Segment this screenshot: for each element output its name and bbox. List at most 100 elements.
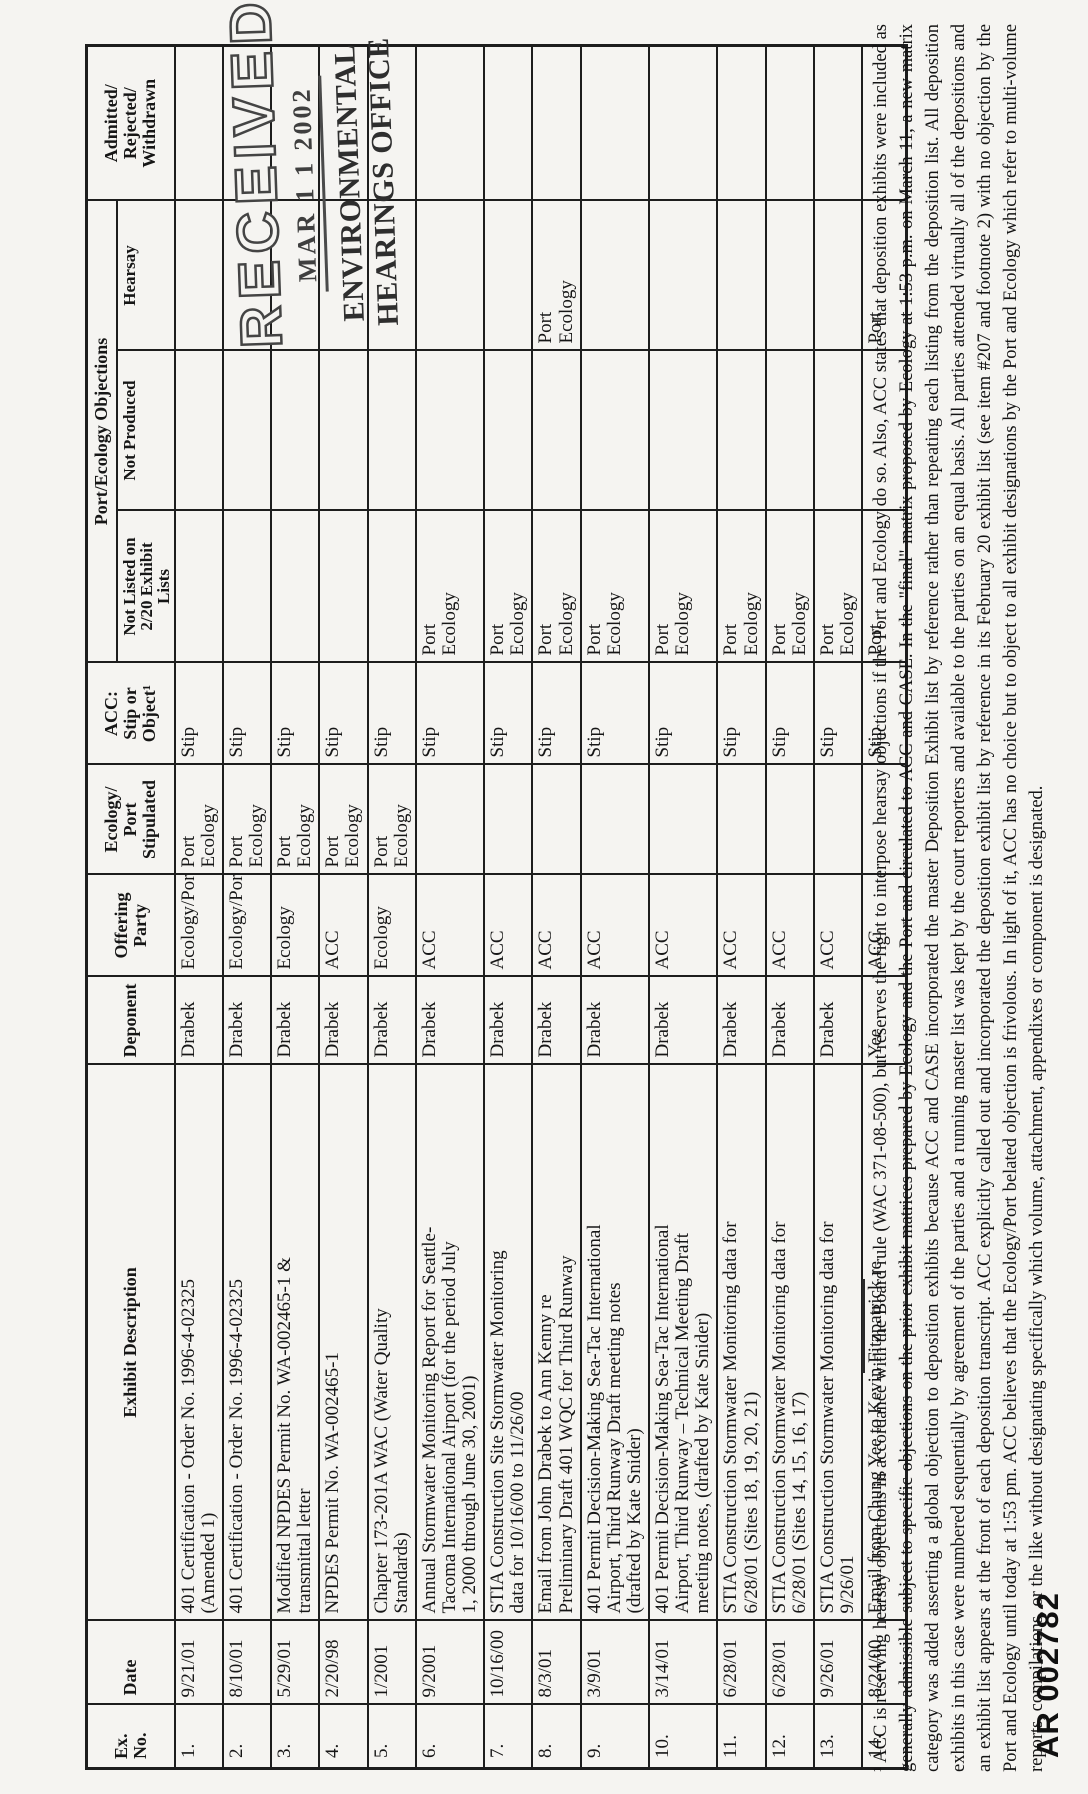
cell-not-produced	[174, 350, 223, 511]
cell-date: 3/9/01	[580, 1620, 649, 1705]
cell-not-listed	[271, 510, 320, 663]
cell-offering-party: ACC	[319, 874, 368, 977]
cell-stipulated	[532, 764, 581, 875]
cell-hearsay	[367, 200, 416, 351]
cell-not-produced	[813, 350, 863, 511]
cell-ex-no: 12.	[765, 1704, 814, 1769]
cell-stipulated: Port Ecology	[174, 764, 223, 875]
header-row: Ex. No. Date Exhibit Description Deponen…	[86, 45, 175, 1769]
cell-hearsay	[174, 200, 223, 351]
cell-deponent: Drabek	[415, 976, 485, 1065]
cell-date: 9/26/01	[813, 1620, 863, 1705]
cell-admitted	[222, 45, 271, 201]
cell-stipulated	[580, 764, 649, 875]
cell-acc: Stip	[319, 662, 368, 765]
footnote-text: ¹ ACC is reserving hearsay objections in…	[871, 24, 1047, 1772]
cell-ex-no: 8.	[532, 1704, 581, 1769]
cell-hearsay	[484, 200, 533, 351]
col-header-acc: ACC: Stip or Object¹	[86, 662, 175, 765]
cell-offering-party: ACC	[649, 874, 718, 977]
cell-admitted	[484, 45, 533, 201]
cell-hearsay	[765, 200, 814, 351]
col-header-not-listed: Not Listed on 2/20 Exhibit Lists	[116, 510, 175, 663]
cell-acc: Stip	[717, 662, 766, 765]
cell-hearsay	[813, 200, 863, 351]
cell-ex-no: 4.	[319, 1704, 368, 1769]
table-row: 11. 6/28/01 STIA Construction Stormwater M…	[717, 45, 766, 1769]
table-row: 9. 3/9/01 401 Permit Decision-Making Sea-T…	[580, 45, 649, 1769]
cell-acc: Stip	[271, 662, 320, 765]
cell-stipulated	[649, 764, 718, 875]
cell-offering-party: Ecology	[271, 874, 320, 977]
cell-admitted	[367, 45, 416, 201]
table-row: 2. 8/10/01 401 Certification - Order No. 1…	[222, 45, 271, 1769]
cell-deponent: Drabek	[484, 976, 533, 1065]
cell-not-listed	[222, 510, 271, 663]
cell-stipulated: Port Ecology	[367, 764, 416, 875]
cell-description: STIA Construction Stormwater Monitoring …	[765, 1064, 814, 1621]
cell-not-listed: Port Ecology	[532, 510, 581, 663]
cell-ex-no: 9.	[580, 1704, 649, 1769]
cell-not-produced	[649, 350, 718, 511]
col-header-admitted: Admitted/ Rejected/ Withdrawn	[86, 45, 175, 201]
cell-not-listed: Port Ecology	[765, 510, 814, 663]
cell-offering-party: Ecology	[367, 874, 416, 977]
cell-acc: Stip	[813, 662, 863, 765]
cell-description: NPDES Permit No. WA-002465-1	[319, 1064, 368, 1621]
cell-description: STIA Construction Stormwater Monitoring …	[813, 1064, 863, 1621]
cell-admitted	[580, 45, 649, 201]
cell-offering-party: ACC	[717, 874, 766, 977]
cell-hearsay	[415, 200, 485, 351]
cell-description: Modified NPDES Permit No. WA-002465-1 & …	[271, 1064, 320, 1621]
cell-not-produced	[580, 350, 649, 511]
cell-description: 401 Permit Decision-Making Sea-Tac Inter…	[649, 1064, 718, 1621]
cell-not-listed: Port Ecology	[813, 510, 863, 663]
cell-stipulated	[415, 764, 485, 875]
cell-stipulated	[813, 764, 863, 875]
cell-deponent: Drabek	[174, 976, 223, 1065]
cell-date: 1/2001	[367, 1620, 416, 1705]
cell-stipulated	[765, 764, 814, 875]
cell-admitted	[765, 45, 814, 201]
cell-hearsay	[717, 200, 766, 351]
cell-not-listed: Port Ecology	[415, 510, 485, 663]
cell-date: 10/16/00	[484, 1620, 533, 1705]
cell-offering-party: ACC	[813, 874, 863, 977]
col-header-ex-no: Ex. No.	[86, 1704, 175, 1769]
cell-ex-no: 11.	[717, 1704, 766, 1769]
table-row: 1. 9/21/01 401 Certification - Order No. 1…	[174, 45, 223, 1769]
cell-not-listed: Port Ecology	[580, 510, 649, 663]
cell-deponent: Drabek	[580, 976, 649, 1065]
exhibit-table: Ex. No. Date Exhibit Description Deponen…	[85, 43, 908, 1770]
table-row: 12. 6/28/01 STIA Construction Stormwater M…	[765, 45, 814, 1769]
cell-not-listed	[367, 510, 416, 663]
cell-description: STIA Construction Site Stormwater Monito…	[484, 1064, 533, 1621]
cell-ex-no: 3.	[271, 1704, 320, 1769]
table-row: 10. 3/14/01 401 Permit Decision-Making Sea…	[649, 45, 718, 1769]
cell-not-produced	[222, 350, 271, 511]
cell-deponent: Drabek	[813, 976, 863, 1065]
cell-acc: Stip	[580, 662, 649, 765]
cell-date: 6/28/01	[765, 1620, 814, 1705]
cell-deponent: Drabek	[717, 976, 766, 1065]
cell-acc: Stip	[649, 662, 718, 765]
cell-deponent: Drabek	[319, 976, 368, 1065]
cell-ex-no: 10.	[649, 1704, 718, 1769]
cell-offering-party: ACC	[415, 874, 485, 977]
cell-acc: Stip	[484, 662, 533, 765]
cell-stipulated: Port Ecology	[222, 764, 271, 875]
cell-date: 8/3/01	[532, 1620, 581, 1705]
cell-not-produced	[271, 350, 320, 511]
cell-acc: Stip	[765, 662, 814, 765]
table-row: 13. 9/26/01 STIA Construction Stormwater M…	[813, 45, 863, 1769]
cell-admitted	[649, 45, 718, 201]
table-row: 8. 8/3/01 Email from John Drabek to Ann Ke…	[532, 45, 581, 1769]
cell-not-produced	[367, 350, 416, 511]
cell-offering-party: ACC	[580, 874, 649, 977]
cell-date: 2/20/98	[319, 1620, 368, 1705]
cell-not-produced	[415, 350, 485, 511]
cell-acc: Stip	[415, 662, 485, 765]
table-row: 5. 1/2001 Chapter 173-201A WAC (Water Qual…	[367, 45, 416, 1769]
col-header-description: Exhibit Description	[86, 1064, 175, 1621]
